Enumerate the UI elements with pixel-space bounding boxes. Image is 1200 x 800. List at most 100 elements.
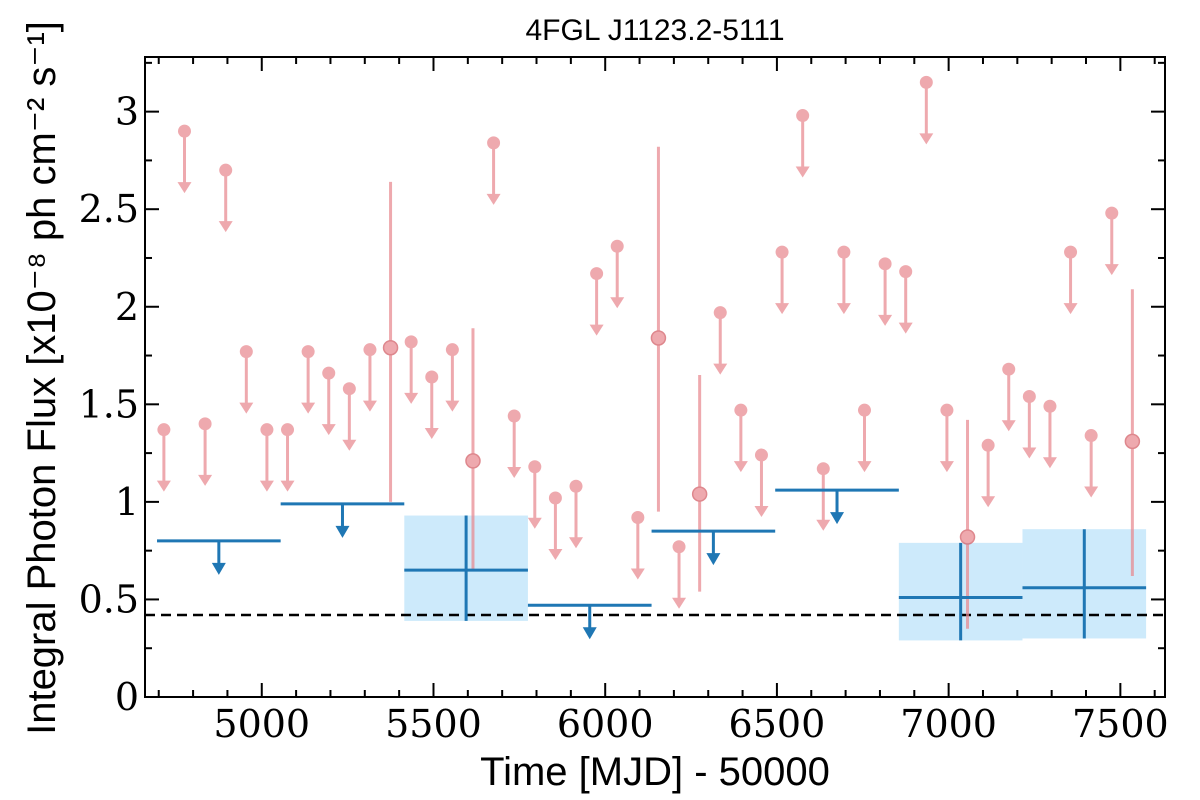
fine-upper-limit-marker bbox=[734, 403, 748, 417]
fine-upper-limit bbox=[1104, 206, 1119, 276]
fine-upper-limit-arrowhead bbox=[1001, 420, 1016, 432]
coarse-upper-limit bbox=[157, 539, 281, 575]
fine-upper-limit bbox=[548, 491, 563, 560]
fine-upper-limit-marker bbox=[239, 345, 253, 359]
fine-upper-limit-marker bbox=[816, 462, 830, 476]
fine-upper-limit-arrowhead bbox=[342, 439, 357, 451]
fine-upper-limit-arrowhead bbox=[1042, 457, 1057, 469]
fine-upper-limit-arrowhead bbox=[156, 480, 171, 492]
fine-detection bbox=[691, 375, 708, 592]
fine-upper-limit-arrowhead bbox=[239, 402, 254, 414]
fine-upper-limit-arrowhead bbox=[795, 166, 810, 178]
fine-upper-limit-marker bbox=[981, 438, 995, 452]
fine-detection bbox=[465, 328, 481, 571]
coarse-upper-limit bbox=[775, 488, 899, 525]
fine-upper-limit bbox=[569, 479, 584, 549]
fine-upper-limit-arrowhead bbox=[507, 467, 522, 479]
y-tick-label: 2.5 bbox=[79, 187, 139, 231]
fine-upper-limit bbox=[1063, 245, 1078, 315]
fine-upper-limit-arrowhead bbox=[1084, 486, 1099, 498]
fine-upper-limit-arrowhead bbox=[857, 461, 872, 473]
fine-upper-limit-arrowhead bbox=[733, 461, 748, 473]
fine-upper-limit bbox=[836, 245, 851, 315]
fine-detection bbox=[959, 419, 976, 629]
coarse-upper-limit-arrowhead bbox=[582, 627, 597, 640]
fine-upper-limit-arrowhead bbox=[898, 322, 913, 334]
fine-detection bbox=[650, 146, 667, 512]
fine-upper-limit bbox=[218, 163, 233, 233]
x-tick-label: 6000 bbox=[557, 702, 654, 746]
fine-upper-limit-arrowhead bbox=[321, 424, 336, 436]
fine-upper-limit-arrowhead bbox=[486, 193, 501, 205]
fine-upper-limit-arrowhead bbox=[527, 517, 542, 529]
y-tick-label: 2 bbox=[115, 285, 139, 329]
fine-upper-limit-arrowhead bbox=[672, 597, 687, 609]
fine-upper-limit bbox=[733, 403, 748, 473]
chart-title: 4FGL J1123.2-5111 bbox=[525, 14, 784, 47]
fine-upper-limit bbox=[754, 448, 769, 518]
fine-upper-limit bbox=[507, 409, 522, 479]
coarse-detection bbox=[1022, 529, 1147, 639]
fine-upper-limit-marker bbox=[899, 265, 913, 279]
fine-upper-limit-marker bbox=[857, 403, 871, 417]
plot-frame bbox=[144, 56, 1166, 698]
fine-detection bbox=[1124, 289, 1141, 577]
fine-upper-limit bbox=[445, 343, 460, 412]
coarse-upper-limit bbox=[527, 603, 652, 640]
fine-detection-marker bbox=[691, 486, 708, 502]
coarse-upper-limit-arrowhead bbox=[830, 512, 845, 525]
fine-upper-limit bbox=[1084, 429, 1099, 498]
y-tick-label: 1.5 bbox=[79, 382, 139, 426]
fine-upper-limit-marker bbox=[775, 245, 789, 259]
fine-upper-limit bbox=[239, 345, 254, 414]
fine-upper-limit bbox=[486, 136, 501, 205]
fine-upper-limit bbox=[301, 345, 316, 414]
fine-upper-limit-marker bbox=[281, 423, 295, 437]
fine-upper-limit bbox=[672, 540, 687, 609]
y-tick-label: 0 bbox=[115, 675, 139, 719]
fine-upper-limit bbox=[156, 423, 171, 492]
fine-upper-limit bbox=[919, 75, 934, 145]
fine-upper-limit-marker bbox=[404, 335, 418, 349]
fine-upper-limit bbox=[713, 306, 728, 375]
fine-upper-limit-marker bbox=[198, 417, 212, 431]
fine-upper-limit-arrowhead bbox=[713, 363, 728, 375]
axes: 5000 5500 6000 6500 7000 7500 0 0.5 1 1.5 2 2.5 3 bbox=[79, 56, 1169, 746]
fine-upper-limit-marker bbox=[610, 239, 624, 253]
fine-upper-limit-marker bbox=[342, 382, 356, 396]
fine-upper-limit-marker bbox=[177, 124, 191, 138]
fine-upper-limit-marker bbox=[363, 343, 377, 357]
fine-upper-limit-marker bbox=[322, 366, 336, 380]
coarse-detection bbox=[898, 542, 1023, 641]
fine-upper-limit-marker bbox=[487, 136, 501, 150]
fine-upper-limit bbox=[775, 245, 790, 315]
y-tick-label: 3 bbox=[115, 90, 139, 134]
fine-upper-limit-marker bbox=[919, 75, 933, 89]
fine-upper-limit bbox=[939, 403, 954, 473]
fine-upper-limit-arrowhead bbox=[445, 400, 460, 412]
fine-upper-limit-marker bbox=[1084, 429, 1098, 443]
fine-upper-limit-marker bbox=[1105, 206, 1119, 220]
x-tick-label: 5500 bbox=[385, 702, 482, 746]
fine-upper-limit-arrowhead bbox=[630, 568, 645, 580]
fine-upper-limit-arrowhead bbox=[198, 474, 213, 486]
fine-upper-limit bbox=[362, 343, 377, 412]
fine-upper-limit-arrowhead bbox=[589, 324, 604, 336]
fine-upper-limit-marker bbox=[1043, 399, 1057, 413]
fine-upper-limit bbox=[1001, 362, 1016, 432]
fine-upper-limit bbox=[198, 417, 213, 486]
fine-upper-limit-arrowhead bbox=[548, 548, 563, 560]
fine-upper-limit-marker bbox=[260, 423, 274, 437]
fine-upper-limit-arrowhead bbox=[1104, 264, 1119, 276]
fine-upper-limit-marker bbox=[713, 306, 727, 320]
fine-upper-limit-arrowhead bbox=[981, 496, 996, 508]
fine-upper-limit-arrowhead bbox=[816, 519, 831, 531]
fine-upper-limit-arrowhead bbox=[1022, 447, 1037, 459]
fine-upper-limit-arrowhead bbox=[424, 428, 439, 439]
fine-upper-limit-marker bbox=[425, 370, 439, 384]
coarse-detection bbox=[404, 515, 528, 621]
fine-upper-limit bbox=[527, 460, 542, 529]
x-tick-label: 7500 bbox=[1072, 702, 1169, 746]
coarse-upper-limit-arrowhead bbox=[335, 525, 350, 538]
fine-upper-limit bbox=[259, 423, 274, 492]
